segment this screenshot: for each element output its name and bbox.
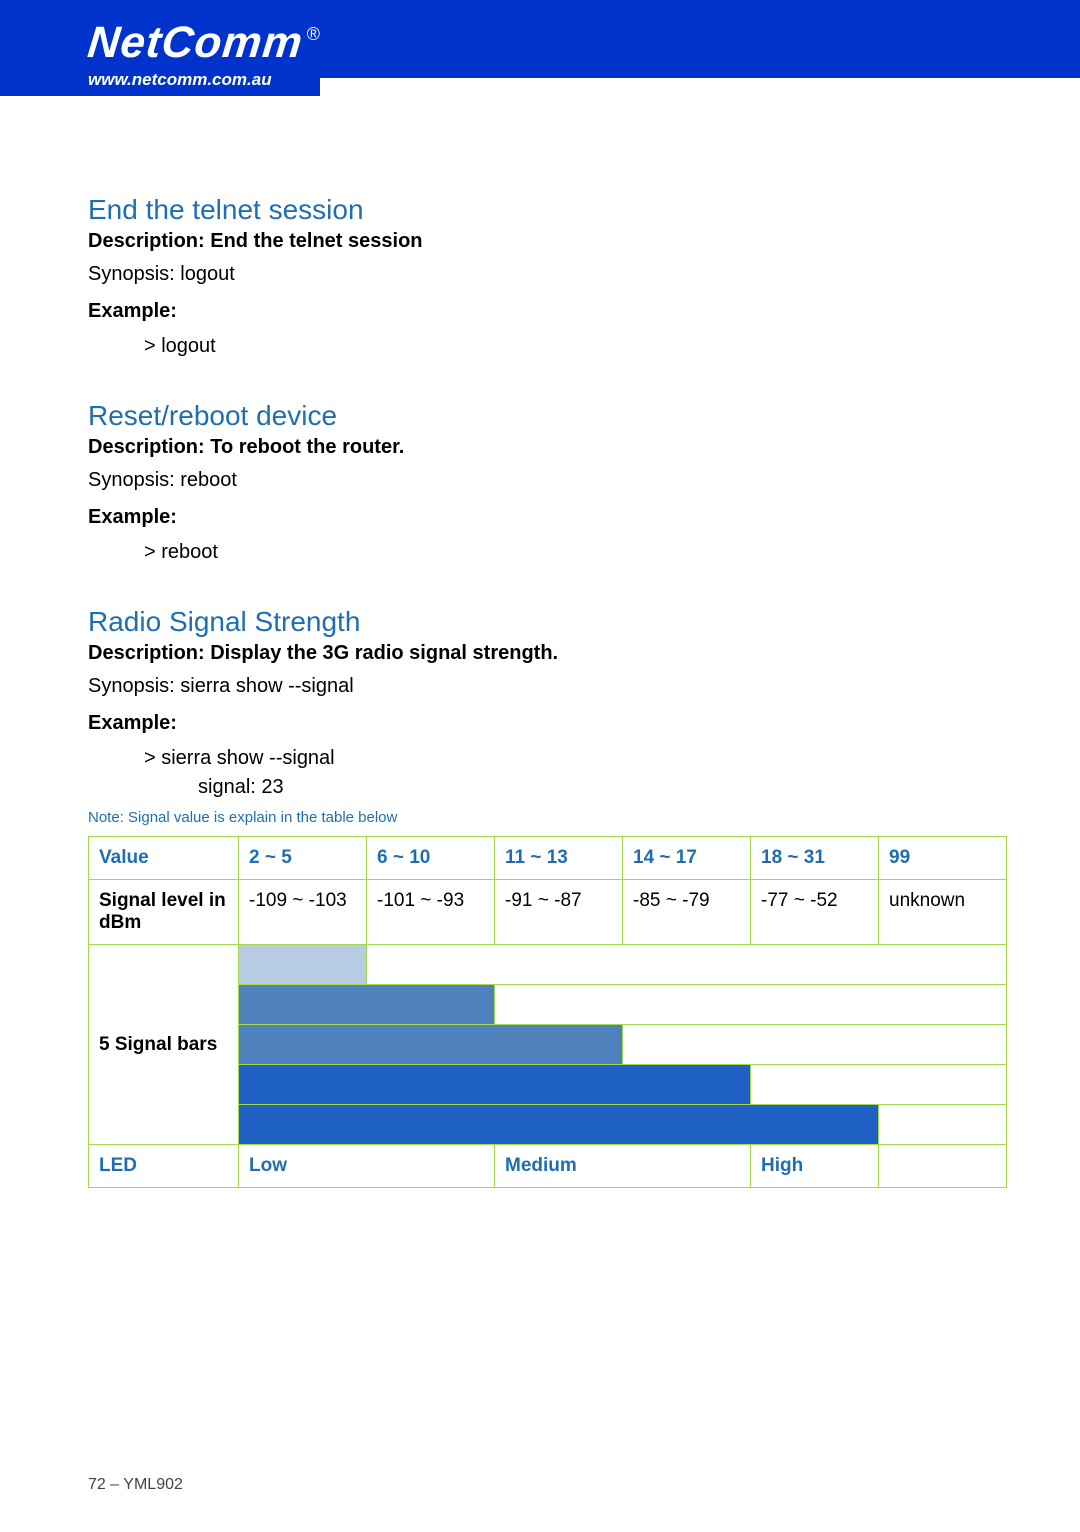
signal-bar-icon	[239, 1105, 878, 1144]
table-row: LED Low Medium High	[89, 1145, 1007, 1188]
value-label: Value	[89, 837, 239, 880]
url-text: www.netcomm.com.au	[88, 70, 272, 90]
dbm-cell: -109 ~ -103	[239, 880, 367, 945]
description-reboot: Description: To reboot the router.	[88, 436, 992, 459]
signal-bar-icon	[239, 985, 494, 1024]
signal-bar-icon	[239, 945, 366, 984]
signal-bar-icon	[239, 1065, 750, 1104]
led-cell: Medium	[495, 1145, 751, 1188]
bar-empty	[751, 1065, 1007, 1105]
logo: NetComm®	[88, 18, 316, 68]
dbm-cell: unknown	[879, 880, 1007, 945]
header-notch	[320, 78, 1080, 96]
table-row: Value 2 ~ 5 6 ~ 10 11 ~ 13 14 ~ 17 18 ~ …	[89, 837, 1007, 880]
dbm-cell: -91 ~ -87	[495, 880, 623, 945]
content: End the telnet session Description: End …	[0, 96, 1080, 1188]
value-cell: 6 ~ 10	[367, 837, 495, 880]
led-cell: High	[751, 1145, 879, 1188]
bar-empty	[623, 1025, 1007, 1065]
bar-cell	[239, 985, 495, 1025]
bar-cell	[239, 1065, 751, 1105]
table-row: 5 Signal bars	[89, 945, 1007, 985]
bar-cell	[239, 1105, 879, 1145]
synopsis-telnet: Synopsis: logout	[88, 263, 992, 286]
header-band: NetComm® www.netcomm.com.au	[0, 0, 1080, 96]
dbm-label: Signal level in dBm	[89, 880, 239, 945]
example-line-signal-2: signal: 23	[88, 776, 992, 799]
section-title-telnet: End the telnet session	[88, 194, 992, 226]
registered-icon: ®	[307, 24, 320, 44]
synopsis-signal: Synopsis: sierra show --signal	[88, 675, 992, 698]
value-cell: 2 ~ 5	[239, 837, 367, 880]
section-title-signal: Radio Signal Strength	[88, 606, 992, 638]
dbm-cell: -85 ~ -79	[623, 880, 751, 945]
description-signal: Description: Display the 3G radio signal…	[88, 642, 992, 665]
synopsis-reboot: Synopsis: reboot	[88, 469, 992, 492]
dbm-cell: -101 ~ -93	[367, 880, 495, 945]
led-cell	[879, 1145, 1007, 1188]
led-label: LED	[89, 1145, 239, 1188]
bar-empty	[879, 1105, 1007, 1145]
value-cell: 18 ~ 31	[751, 837, 879, 880]
example-label-signal: Example:	[88, 712, 992, 735]
value-cell: 99	[879, 837, 1007, 880]
table-row: Signal level in dBm -109 ~ -103 -101 ~ -…	[89, 880, 1007, 945]
example-label-telnet: Example:	[88, 300, 992, 323]
example-line-signal-1: > sierra show --signal	[88, 747, 992, 770]
signal-table: Value 2 ~ 5 6 ~ 10 11 ~ 13 14 ~ 17 18 ~ …	[88, 836, 1007, 1188]
bar-empty	[367, 945, 1007, 985]
value-cell: 11 ~ 13	[495, 837, 623, 880]
example-line-telnet: > logout	[88, 335, 992, 358]
bars-label: 5 Signal bars	[89, 945, 239, 1145]
logo-text: NetComm	[85, 18, 305, 68]
page: NetComm® www.netcomm.com.au End the teln…	[0, 0, 1080, 1532]
bar-cell	[239, 945, 367, 985]
value-cell: 14 ~ 17	[623, 837, 751, 880]
bar-cell	[239, 1025, 623, 1065]
signal-bar-icon	[239, 1025, 622, 1064]
led-cell: Low	[239, 1145, 495, 1188]
footer-text: 72 – YML902	[88, 1476, 183, 1494]
example-label-reboot: Example:	[88, 506, 992, 529]
description-telnet: Description: End the telnet session	[88, 230, 992, 253]
dbm-cell: -77 ~ -52	[751, 880, 879, 945]
bar-empty	[495, 985, 1007, 1025]
example-line-reboot: > reboot	[88, 541, 992, 564]
note-text: Note: Signal value is explain in the tab…	[88, 809, 992, 826]
section-title-reboot: Reset/reboot device	[88, 400, 992, 432]
